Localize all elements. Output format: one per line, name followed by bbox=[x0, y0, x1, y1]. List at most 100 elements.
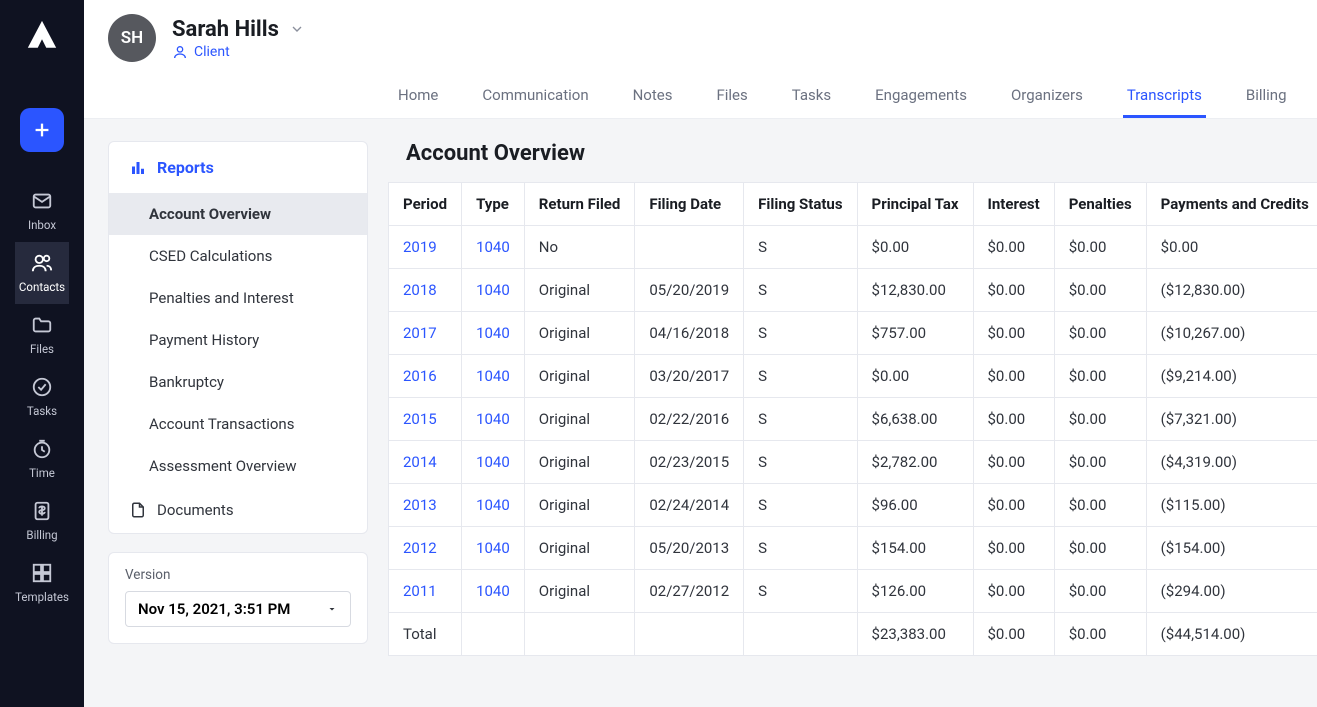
tab-transcripts[interactable]: Transcripts bbox=[1123, 74, 1206, 118]
cell-type[interactable]: 1040 bbox=[462, 269, 525, 312]
tab-tasks[interactable]: Tasks bbox=[788, 74, 835, 118]
client-dropdown[interactable] bbox=[289, 21, 305, 37]
tab-home[interactable]: Home bbox=[394, 74, 442, 118]
table-row: 20151040Original02/22/2016S$6,638.00$0.0… bbox=[389, 398, 1317, 441]
cell-period[interactable]: 2014 bbox=[389, 441, 462, 484]
cell-penalties: $0.00 bbox=[1054, 484, 1146, 527]
cell-period[interactable]: 2017 bbox=[389, 312, 462, 355]
cell-filing-date: 02/22/2016 bbox=[635, 398, 744, 441]
cell-period[interactable]: 2018 bbox=[389, 269, 462, 312]
nav-billing[interactable]: Billing bbox=[15, 490, 69, 552]
column-header[interactable]: Penalties bbox=[1054, 183, 1146, 226]
tab-notes[interactable]: Notes bbox=[629, 74, 677, 118]
cell-filing-date: 04/16/2018 bbox=[635, 312, 744, 355]
column-header[interactable]: Filing Date bbox=[635, 183, 744, 226]
cell-type[interactable]: 1040 bbox=[462, 527, 525, 570]
nav-label: Billing bbox=[26, 528, 57, 542]
cell-payments: ($294.00) bbox=[1146, 570, 1317, 613]
documents-item[interactable]: Documents bbox=[109, 487, 367, 533]
cell-return-filed: No bbox=[524, 226, 635, 269]
cell-period[interactable]: 2015 bbox=[389, 398, 462, 441]
cell-type[interactable]: 1040 bbox=[462, 226, 525, 269]
client-tabs: Home Communication Notes Files Tasks Engageme… bbox=[84, 74, 1317, 118]
column-header[interactable]: Interest bbox=[973, 183, 1054, 226]
cell-penalties: $0.00 bbox=[1054, 355, 1146, 398]
tab-organizers[interactable]: Organizers bbox=[1007, 74, 1087, 118]
cell-period[interactable]: 2019 bbox=[389, 226, 462, 269]
cell-type[interactable]: 1040 bbox=[462, 484, 525, 527]
cell-payments: ($7,321.00) bbox=[1146, 398, 1317, 441]
nav-inbox[interactable]: Inbox bbox=[15, 180, 69, 242]
cell-filing-date: 02/24/2014 bbox=[635, 484, 744, 527]
cell-total-payments: ($44,514.00) bbox=[1146, 613, 1317, 656]
report-item[interactable]: Account Transactions bbox=[109, 403, 367, 445]
table-row: 20121040Original05/20/2013S$154.00$0.00$… bbox=[389, 527, 1317, 570]
nav-contacts[interactable]: Contacts bbox=[15, 242, 69, 304]
nav-files[interactable]: Files bbox=[15, 304, 69, 366]
cell-filing-date: 05/20/2019 bbox=[635, 269, 744, 312]
cell-filing-status: S bbox=[744, 484, 857, 527]
column-header[interactable]: Type bbox=[462, 183, 525, 226]
cell-period[interactable]: 2016 bbox=[389, 355, 462, 398]
column-header[interactable]: Payments and Credits bbox=[1146, 183, 1317, 226]
add-button[interactable] bbox=[20, 108, 64, 152]
report-item[interactable]: Bankruptcy bbox=[109, 361, 367, 403]
cell-type[interactable]: 1040 bbox=[462, 355, 525, 398]
cell-type[interactable]: 1040 bbox=[462, 441, 525, 484]
tab-billing[interactable]: Billing bbox=[1242, 74, 1291, 118]
account-overview-panel: Account Overview PeriodTypeReturn FiledF… bbox=[388, 141, 1317, 707]
templates-icon bbox=[31, 562, 53, 584]
table-total-row: Total$23,383.00$0.00$0.00($44,514.00) bbox=[389, 613, 1317, 656]
cell-principal-tax: $154.00 bbox=[857, 527, 973, 570]
tab-files[interactable]: Files bbox=[712, 74, 751, 118]
cell-filing-status: S bbox=[744, 312, 857, 355]
cell-penalties: $0.00 bbox=[1054, 312, 1146, 355]
cell-interest: $0.00 bbox=[973, 484, 1054, 527]
cell-period[interactable]: 2012 bbox=[389, 527, 462, 570]
cell-filing-date bbox=[635, 226, 744, 269]
reports-header[interactable]: Reports bbox=[109, 142, 367, 193]
cell-return-filed: Original bbox=[524, 570, 635, 613]
report-item[interactable]: Account Overview bbox=[109, 193, 367, 235]
cell-period[interactable]: 2011 bbox=[389, 570, 462, 613]
cell-type[interactable]: 1040 bbox=[462, 570, 525, 613]
column-header[interactable]: Principal Tax bbox=[857, 183, 973, 226]
cell-principal-tax: $0.00 bbox=[857, 226, 973, 269]
nav-label: Inbox bbox=[28, 218, 56, 232]
cell-principal-tax: $757.00 bbox=[857, 312, 973, 355]
cell-principal-tax: $12,830.00 bbox=[857, 269, 973, 312]
column-header[interactable]: Return Filed bbox=[524, 183, 635, 226]
cell-filing-status: S bbox=[744, 570, 857, 613]
cell-penalties: $0.00 bbox=[1054, 570, 1146, 613]
tab-engagements[interactable]: Engagements bbox=[871, 74, 971, 118]
column-header[interactable]: Filing Status bbox=[744, 183, 857, 226]
cell-type[interactable]: 1040 bbox=[462, 398, 525, 441]
cell-filing-status: S bbox=[744, 441, 857, 484]
cell-type[interactable]: 1040 bbox=[462, 312, 525, 355]
cell-period[interactable]: 2013 bbox=[389, 484, 462, 527]
cell-interest: $0.00 bbox=[973, 312, 1054, 355]
nav-time[interactable]: Time bbox=[15, 428, 69, 490]
cell-filing-date: 03/20/2017 bbox=[635, 355, 744, 398]
nav-templates[interactable]: Templates bbox=[15, 552, 69, 614]
client-type: Client bbox=[172, 44, 305, 60]
inbox-icon bbox=[31, 190, 53, 212]
cell-return-filed: Original bbox=[524, 269, 635, 312]
column-header[interactable]: Period bbox=[389, 183, 462, 226]
nav-tasks[interactable]: Tasks bbox=[15, 366, 69, 428]
version-select[interactable]: Nov 15, 2021, 3:51 PM bbox=[125, 591, 351, 627]
cell-penalties: $0.00 bbox=[1054, 269, 1146, 312]
report-item[interactable]: Penalties and Interest bbox=[109, 277, 367, 319]
cell-payments: ($12,830.00) bbox=[1146, 269, 1317, 312]
report-item[interactable]: Payment History bbox=[109, 319, 367, 361]
cell-total-interest: $0.00 bbox=[973, 613, 1054, 656]
tab-communication[interactable]: Communication bbox=[478, 74, 592, 118]
report-item[interactable]: CSED Calculations bbox=[109, 235, 367, 277]
caret-down-icon bbox=[326, 603, 338, 615]
app-logo bbox=[25, 18, 59, 52]
account-overview-table: PeriodTypeReturn FiledFiling DateFiling … bbox=[388, 182, 1317, 656]
cell-interest: $0.00 bbox=[973, 226, 1054, 269]
report-item[interactable]: Assessment Overview bbox=[109, 445, 367, 487]
cell-return-filed: Original bbox=[524, 441, 635, 484]
reports-icon bbox=[129, 159, 147, 177]
